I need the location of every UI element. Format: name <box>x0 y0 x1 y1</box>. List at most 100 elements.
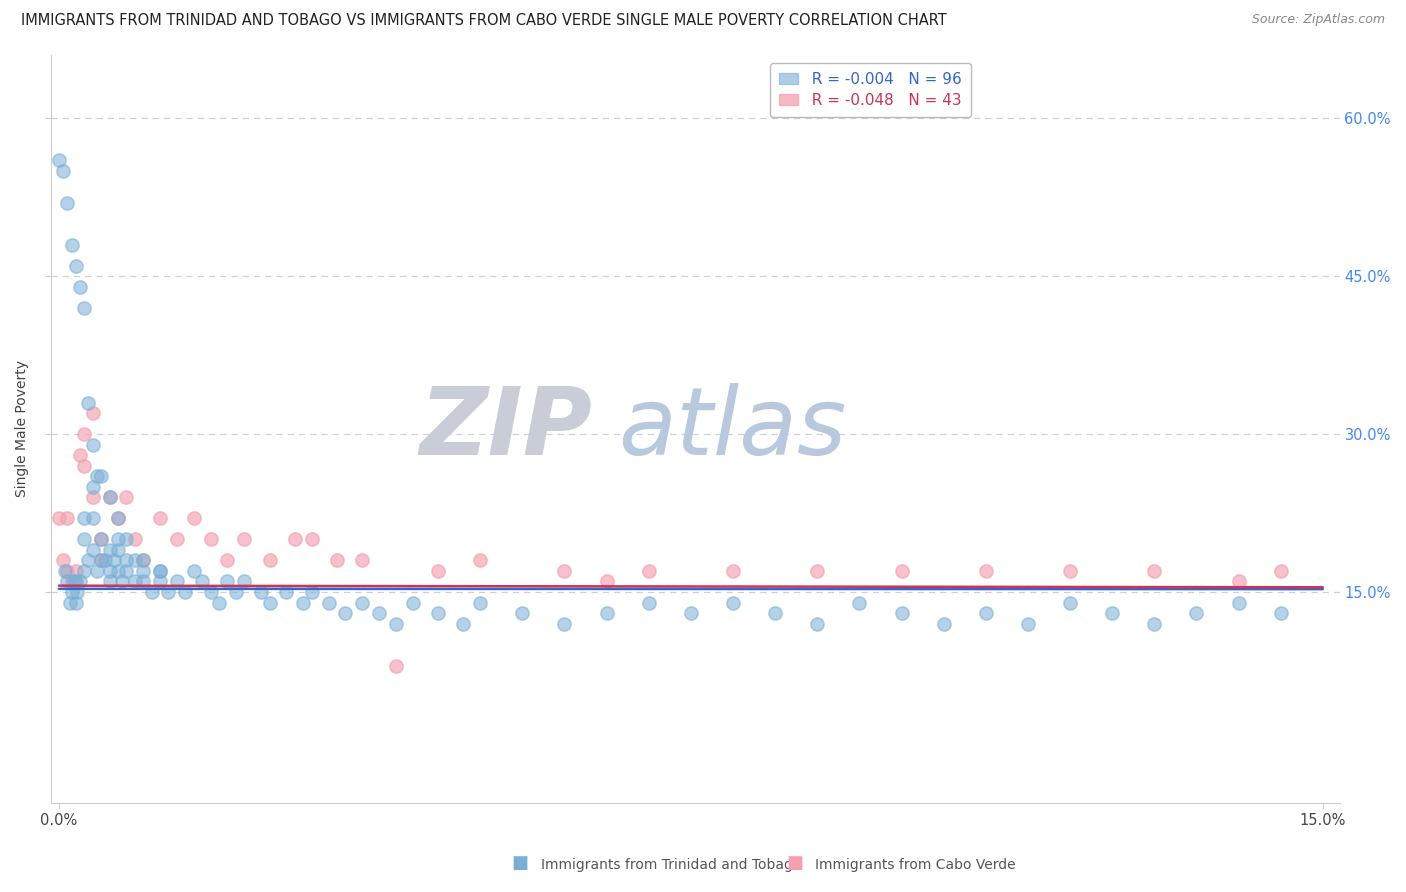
Point <box>59 595 82 609</box>
Point <box>259 553 281 567</box>
Point <box>1059 595 1081 609</box>
Point <box>107 542 129 557</box>
Point <box>806 616 828 631</box>
Text: atlas: atlas <box>617 384 846 475</box>
Point <box>73 511 96 525</box>
Point <box>73 533 96 547</box>
Point <box>73 458 96 473</box>
Point <box>225 585 247 599</box>
Point <box>69 279 91 293</box>
Point <box>77 395 100 409</box>
Point <box>208 595 231 609</box>
Point <box>124 574 146 589</box>
Point <box>1227 595 1250 609</box>
Point <box>82 511 104 525</box>
Point <box>259 595 281 609</box>
Text: ■: ■ <box>512 855 529 872</box>
Point <box>56 195 79 210</box>
Point <box>132 553 155 567</box>
Text: Immigrants from Trinidad and Tobago: Immigrants from Trinidad and Tobago <box>541 858 801 872</box>
Point <box>453 616 475 631</box>
Point <box>90 553 112 567</box>
Point <box>427 564 450 578</box>
Point <box>512 606 534 620</box>
Point <box>1270 564 1292 578</box>
Point <box>60 585 83 599</box>
Point <box>56 574 79 589</box>
Point <box>174 585 197 599</box>
Point <box>82 437 104 451</box>
Point <box>250 585 273 599</box>
Point <box>115 490 138 504</box>
Point <box>132 574 155 589</box>
Point <box>141 585 163 599</box>
Point <box>763 606 786 620</box>
Point <box>326 553 349 567</box>
Point <box>149 564 172 578</box>
Point <box>90 533 112 547</box>
Point <box>86 469 108 483</box>
Point <box>98 542 121 557</box>
Point <box>233 533 256 547</box>
Point <box>107 511 129 525</box>
Point <box>470 553 492 567</box>
Point <box>60 574 83 589</box>
Point <box>166 574 188 589</box>
Point <box>107 511 129 525</box>
Point <box>73 427 96 442</box>
Point <box>637 595 659 609</box>
Point <box>284 533 307 547</box>
Point <box>352 595 374 609</box>
Point <box>124 553 146 567</box>
Point <box>1143 616 1166 631</box>
Point <box>217 574 239 589</box>
Point <box>301 533 323 547</box>
Point <box>721 595 744 609</box>
Point <box>276 585 298 599</box>
Point <box>56 564 79 578</box>
Point <box>233 574 256 589</box>
Point <box>890 606 912 620</box>
Point <box>1185 606 1208 620</box>
Point <box>65 574 87 589</box>
Point <box>149 511 172 525</box>
Point <box>200 533 222 547</box>
Point <box>69 574 91 589</box>
Point <box>115 564 138 578</box>
Point <box>1270 606 1292 620</box>
Point <box>974 564 997 578</box>
Point <box>98 490 121 504</box>
Point <box>132 553 155 567</box>
Point <box>66 585 89 599</box>
Point <box>60 237 83 252</box>
Point <box>157 585 180 599</box>
Point <box>52 164 75 178</box>
Point <box>90 533 112 547</box>
Point <box>292 595 315 609</box>
Point <box>82 406 104 420</box>
Point <box>890 564 912 578</box>
Point <box>107 533 129 547</box>
Point <box>73 564 96 578</box>
Point <box>77 553 100 567</box>
Point <box>183 564 205 578</box>
Point <box>149 574 172 589</box>
Point <box>65 564 87 578</box>
Point <box>318 595 340 609</box>
Point <box>217 553 239 567</box>
Point <box>553 564 575 578</box>
Point <box>132 564 155 578</box>
Point <box>595 606 617 620</box>
Point <box>721 564 744 578</box>
Point <box>1059 564 1081 578</box>
Point <box>1227 574 1250 589</box>
Point <box>48 511 70 525</box>
Point <box>1101 606 1123 620</box>
Point <box>352 553 374 567</box>
Point <box>103 553 125 567</box>
Point <box>63 574 86 589</box>
Point <box>65 595 87 609</box>
Point <box>52 553 75 567</box>
Point <box>335 606 357 620</box>
Point <box>124 533 146 547</box>
